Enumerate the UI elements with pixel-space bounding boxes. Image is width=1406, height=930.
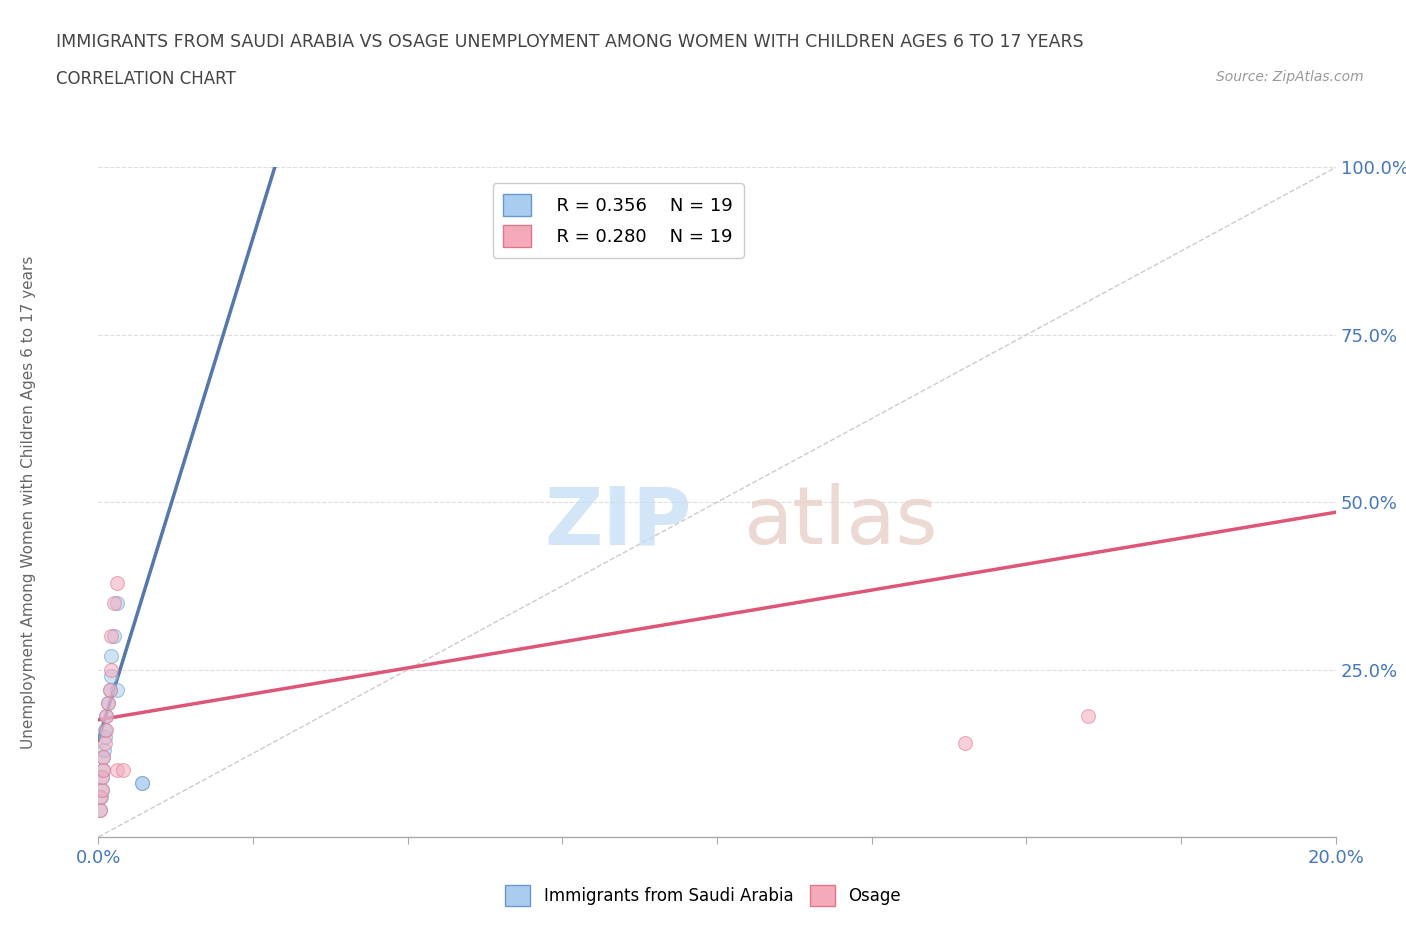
Point xyxy=(96,709,118,724)
Point xyxy=(105,763,128,777)
Point xyxy=(96,709,118,724)
Point xyxy=(90,783,112,798)
Point xyxy=(89,803,111,817)
Text: atlas: atlas xyxy=(744,484,938,562)
Point xyxy=(94,723,117,737)
Point xyxy=(89,803,111,817)
Point xyxy=(94,723,117,737)
Text: ZIP: ZIP xyxy=(544,484,692,562)
Point xyxy=(90,783,112,798)
Point xyxy=(97,696,120,711)
Point xyxy=(1077,709,1099,724)
Point xyxy=(91,763,114,777)
Point xyxy=(105,575,128,590)
Point xyxy=(953,736,976,751)
Point xyxy=(100,649,122,664)
Point xyxy=(103,629,125,644)
Text: Unemployment Among Women with Children Ages 6 to 17 years: Unemployment Among Women with Children A… xyxy=(21,256,35,749)
Point xyxy=(89,790,111,804)
Text: CORRELATION CHART: CORRELATION CHART xyxy=(56,70,236,87)
Point xyxy=(105,595,128,610)
Point xyxy=(98,683,121,698)
Legend: Immigrants from Saudi Arabia, Osage: Immigrants from Saudi Arabia, Osage xyxy=(499,879,907,912)
Point xyxy=(93,750,115,764)
Point xyxy=(131,776,153,790)
Text: IMMIGRANTS FROM SAUDI ARABIA VS OSAGE UNEMPLOYMENT AMONG WOMEN WITH CHILDREN AGE: IMMIGRANTS FROM SAUDI ARABIA VS OSAGE UN… xyxy=(56,33,1084,50)
Point xyxy=(93,742,115,757)
Point xyxy=(131,776,153,790)
Point xyxy=(93,750,115,764)
Point xyxy=(112,763,135,777)
Point xyxy=(100,669,122,684)
Point xyxy=(93,736,115,751)
Point xyxy=(93,729,115,744)
Point xyxy=(98,683,121,698)
Point xyxy=(91,763,114,777)
Point xyxy=(90,790,112,804)
Point xyxy=(91,769,114,784)
Point xyxy=(100,662,122,677)
Point xyxy=(97,696,120,711)
Text: Source: ZipAtlas.com: Source: ZipAtlas.com xyxy=(1216,70,1364,84)
Legend:   R = 0.356    N = 19,   R = 0.280    N = 19: R = 0.356 N = 19, R = 0.280 N = 19 xyxy=(492,183,744,258)
Point xyxy=(100,629,122,644)
Point xyxy=(91,769,114,784)
Point xyxy=(103,595,125,610)
Point xyxy=(105,683,128,698)
